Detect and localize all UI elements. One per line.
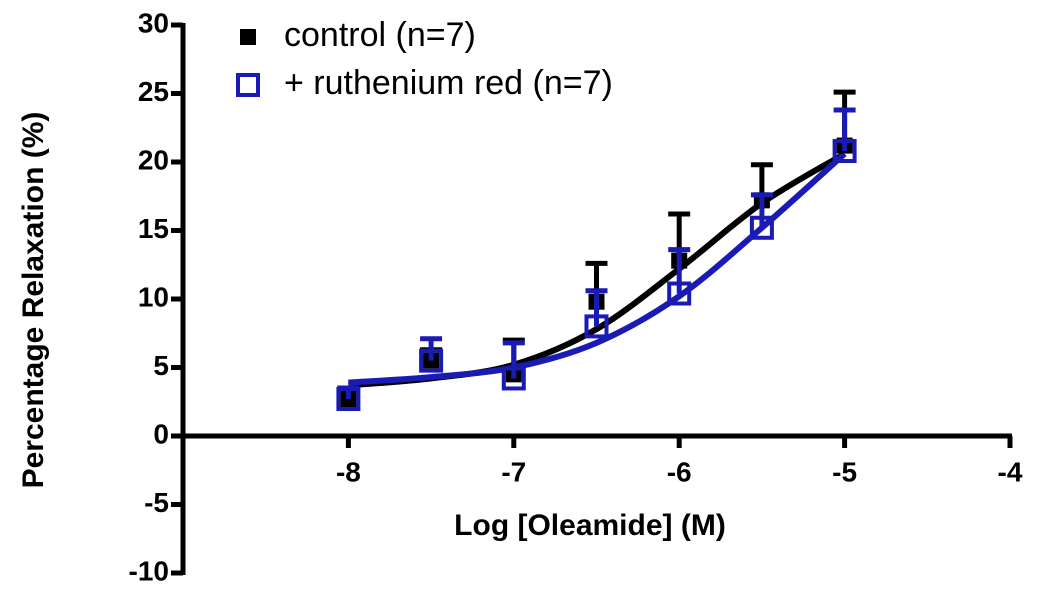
y-tick-label: 5 <box>153 350 169 381</box>
legend-label: control (n=7) <box>284 16 476 54</box>
legend-marker <box>236 73 260 97</box>
y-tick-label: -10 <box>129 555 169 586</box>
data-point <box>667 281 692 306</box>
data-point <box>419 348 444 373</box>
y-tick-label: -5 <box>144 487 169 518</box>
y-tick-label: 10 <box>138 281 169 312</box>
data-point <box>749 215 774 240</box>
y-tick-label: 0 <box>153 418 169 449</box>
data-point <box>336 387 361 412</box>
y-axis-label: Percentage Relaxation (%) <box>17 112 50 489</box>
x-tick-label: -4 <box>998 456 1023 487</box>
error-bar <box>502 340 525 379</box>
legend-label: + ruthenium red (n=7) <box>284 64 613 102</box>
data-point <box>501 366 526 391</box>
y-tick-label: 20 <box>138 144 169 175</box>
error-bar <box>585 288 608 327</box>
x-tick-label: -6 <box>667 456 692 487</box>
x-axis-label: Log [Oleamide] (M) <box>454 509 726 542</box>
error-bar <box>750 192 773 228</box>
x-tick-label: -5 <box>832 456 857 487</box>
error-bar <box>833 107 856 152</box>
x-tick-label: -8 <box>336 456 361 487</box>
data-point <box>584 314 609 339</box>
data-point <box>832 139 857 164</box>
legend-marker <box>240 29 256 45</box>
x-tick-label: -7 <box>501 456 526 487</box>
y-tick-label: 30 <box>138 7 169 38</box>
y-tick-label: 15 <box>138 213 169 244</box>
error-bar <box>668 247 691 294</box>
y-tick-label: 25 <box>138 76 169 107</box>
